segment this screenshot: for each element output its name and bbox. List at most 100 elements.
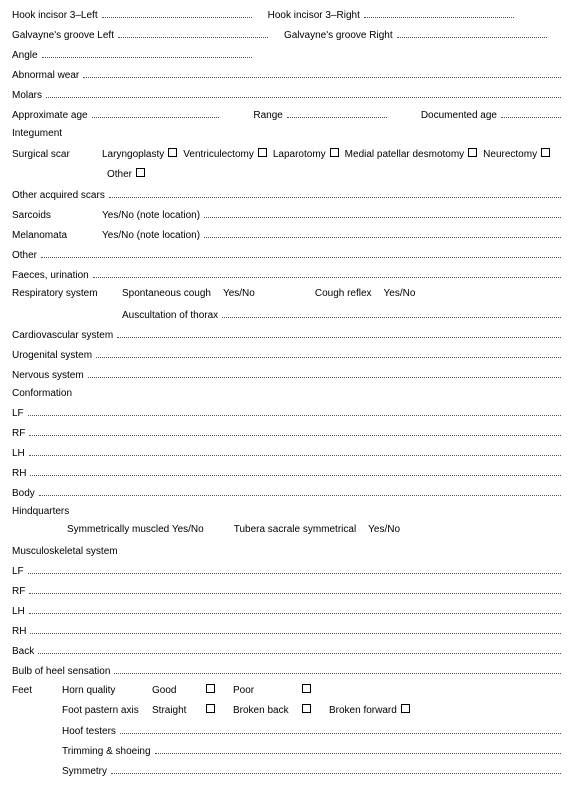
ms-back-field[interactable]	[38, 644, 561, 654]
other-line-label: Other	[12, 250, 37, 261]
broken-back-label: Broken back	[233, 705, 298, 716]
abnormal-field[interactable]	[83, 68, 561, 78]
laparo-label: Laparotomy	[273, 149, 326, 160]
integument-heading: Integument	[12, 128, 565, 142]
good-checkbox[interactable]	[206, 684, 215, 693]
hook-l-label: Hook incisor 3–Left	[12, 10, 98, 21]
conformation-label: Conformation	[12, 388, 72, 399]
conf-rf-field[interactable]	[29, 426, 561, 436]
ausc-row: Auscultation of thorax	[12, 308, 565, 322]
ventri-checkbox[interactable]	[258, 148, 267, 157]
faeces-row: Faeces, urination	[12, 268, 565, 282]
galv-l-field[interactable]	[118, 28, 268, 38]
hook-l-field[interactable]	[102, 8, 252, 18]
medpat-checkbox[interactable]	[468, 148, 477, 157]
broken-fwd-checkbox[interactable]	[401, 704, 410, 713]
ausc-label: Auscultation of thorax	[122, 310, 218, 321]
hindq-sym-row: Symmetrically muscled Yes/No Tubera sacr…	[12, 524, 565, 538]
conf-rh-row: RH	[12, 466, 565, 480]
angle-label: Angle	[12, 50, 38, 61]
good-label: Good	[152, 685, 202, 696]
galv-l-label: Galvayne's groove Left	[12, 30, 114, 41]
ms-lh-field[interactable]	[29, 604, 561, 614]
cardio-field[interactable]	[117, 328, 561, 338]
cardio-label: Cardiovascular system	[12, 330, 113, 341]
approx-age-label: Approximate age	[12, 110, 88, 121]
range-field[interactable]	[287, 108, 387, 118]
melanomata-yesno: Yes/No (note location)	[102, 230, 200, 241]
feet-label: Feet	[12, 685, 62, 696]
other-scars-field[interactable]	[109, 188, 561, 198]
approx-age-field[interactable]	[92, 108, 220, 118]
sym-musc-label: Symmetrically muscled Yes/No	[67, 524, 204, 535]
angle-field[interactable]	[42, 48, 252, 58]
ms-rh-field[interactable]	[30, 624, 561, 634]
ausc-field[interactable]	[222, 308, 561, 318]
foot-pastern-row: Foot pastern axis Straight Broken back B…	[12, 704, 565, 718]
musculo-label: Musculoskeletal system	[12, 546, 118, 557]
ms-rf-label: RF	[12, 586, 25, 597]
hoof-field[interactable]	[120, 724, 561, 734]
laryngo-checkbox[interactable]	[168, 148, 177, 157]
musculo-heading: Musculoskeletal system	[12, 546, 565, 560]
poor-label: Poor	[233, 685, 298, 696]
medpat-label: Medial patellar desmotomy	[345, 149, 465, 160]
straight-checkbox[interactable]	[206, 704, 215, 713]
cough-reflex-label: Cough reflex	[315, 288, 372, 299]
ventri-label: Ventriculectomy	[183, 149, 254, 160]
feet-horn-row: Feet Horn quality Good Poor	[12, 684, 565, 698]
conf-body-label: Body	[12, 488, 35, 499]
nervous-field[interactable]	[88, 368, 561, 378]
neurec-checkbox[interactable]	[541, 148, 550, 157]
doc-age-label: Documented age	[421, 110, 497, 121]
hook-r-field[interactable]	[364, 8, 514, 18]
symmetry-label: Symmetry	[62, 766, 107, 777]
trim-row: Trimming & shoeing	[12, 744, 565, 758]
ms-rf-field[interactable]	[29, 584, 561, 594]
symmetry-field[interactable]	[111, 764, 561, 774]
laparo-checkbox[interactable]	[330, 148, 339, 157]
trim-field[interactable]	[155, 744, 561, 754]
hindq-label: Hindquarters	[12, 506, 69, 517]
conf-rf-row: RF	[12, 426, 565, 440]
sarcoids-field[interactable]	[204, 208, 561, 218]
ms-back-label: Back	[12, 646, 34, 657]
surg-other-checkbox[interactable]	[136, 168, 145, 177]
bulb-field[interactable]	[114, 664, 561, 674]
range-label: Range	[253, 110, 282, 121]
nervous-label: Nervous system	[12, 370, 84, 381]
uro-field[interactable]	[96, 348, 561, 358]
conf-rf-label: RF	[12, 428, 25, 439]
melanomata-field[interactable]	[204, 228, 561, 238]
laryngo-label: Laryngoplasty	[102, 149, 164, 160]
hook-incisor-row: Hook incisor 3–Left Hook incisor 3–Right	[12, 8, 565, 22]
spont-cough-label: Spontaneous cough	[122, 288, 211, 299]
conf-body-field[interactable]	[39, 486, 561, 496]
cough-reflex-yesno: Yes/No	[384, 288, 416, 299]
bulb-row: Bulb of heel sensation	[12, 664, 565, 678]
faeces-field[interactable]	[93, 268, 561, 278]
conf-lf-field[interactable]	[28, 406, 561, 416]
age-row: Approximate age Range Documented age	[12, 108, 565, 122]
angle-row: Angle	[12, 48, 565, 62]
conf-rh-field[interactable]	[30, 466, 561, 476]
other-line-field[interactable]	[41, 248, 561, 258]
ms-lf-field[interactable]	[28, 564, 561, 574]
surg-scar-label: Surgical scar	[12, 149, 102, 160]
conf-rh-label: RH	[12, 468, 26, 479]
poor-checkbox[interactable]	[302, 684, 311, 693]
conf-lh-field[interactable]	[29, 446, 561, 456]
tubera-yesno: Yes/No	[368, 524, 400, 535]
molars-row: Molars	[12, 88, 565, 102]
abnormal-label: Abnormal wear	[12, 70, 79, 81]
ms-lh-label: LH	[12, 606, 25, 617]
galv-r-field[interactable]	[397, 28, 547, 38]
doc-age-field[interactable]	[501, 108, 561, 118]
hoof-row: Hoof testers	[12, 724, 565, 738]
ms-rf-row: RF	[12, 584, 565, 598]
molars-field[interactable]	[46, 88, 561, 98]
hindq-heading: Hindquarters	[12, 506, 565, 520]
conf-lf-row: LF	[12, 406, 565, 420]
broken-back-checkbox[interactable]	[302, 704, 311, 713]
sarcoids-yesno: Yes/No (note location)	[102, 210, 200, 221]
